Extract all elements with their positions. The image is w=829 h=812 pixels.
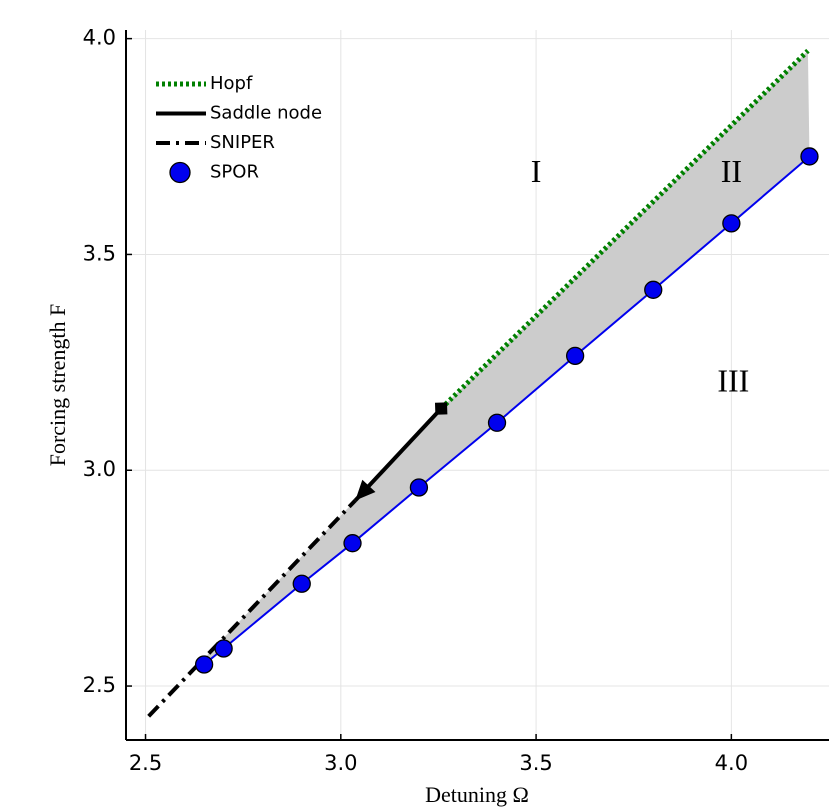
legend-label: Saddle node	[210, 103, 322, 124]
x-tick-label: 3.0	[324, 751, 357, 775]
spor-point	[194, 655, 214, 674]
legend-label: Hopf	[210, 73, 253, 94]
x-tick-label: 4.0	[715, 751, 748, 775]
bistable-region	[204, 50, 810, 665]
spor-point	[722, 214, 741, 233]
spor-point	[409, 478, 429, 497]
x-tick-label: 2.5	[129, 751, 162, 775]
legend-marker	[169, 161, 191, 184]
x-axis-label: Detuning Ω	[425, 782, 529, 807]
spor-point	[800, 147, 819, 166]
series-line	[439, 48, 810, 411]
legend-label: SNIPER	[210, 132, 275, 153]
spor-point	[644, 280, 663, 299]
region-label: II	[721, 153, 742, 189]
region-label: I	[531, 153, 542, 189]
y-tick-label: 3.5	[83, 241, 116, 265]
x-tick-label: 3.5	[519, 751, 552, 775]
series-line	[353, 407, 443, 502]
region-label: III	[717, 362, 749, 398]
spor-point	[343, 534, 362, 553]
arrow-tail	[434, 402, 448, 415]
spor-point	[292, 574, 311, 593]
series-line	[203, 155, 811, 666]
y-axis-label: Forcing strength F	[45, 304, 70, 467]
series-line	[147, 499, 357, 718]
spor-point	[214, 639, 233, 658]
legend: Hopf Saddle node SNIPER SPOR	[156, 73, 322, 184]
y-tick-label: 2.5	[83, 673, 116, 697]
spor-point	[487, 413, 507, 432]
arrow-head	[355, 479, 376, 501]
legend-label: SPOR	[210, 162, 259, 183]
y-tick-label: 4.0	[83, 26, 116, 50]
y-tick-label: 3.0	[83, 457, 116, 481]
spor-point	[565, 346, 585, 366]
